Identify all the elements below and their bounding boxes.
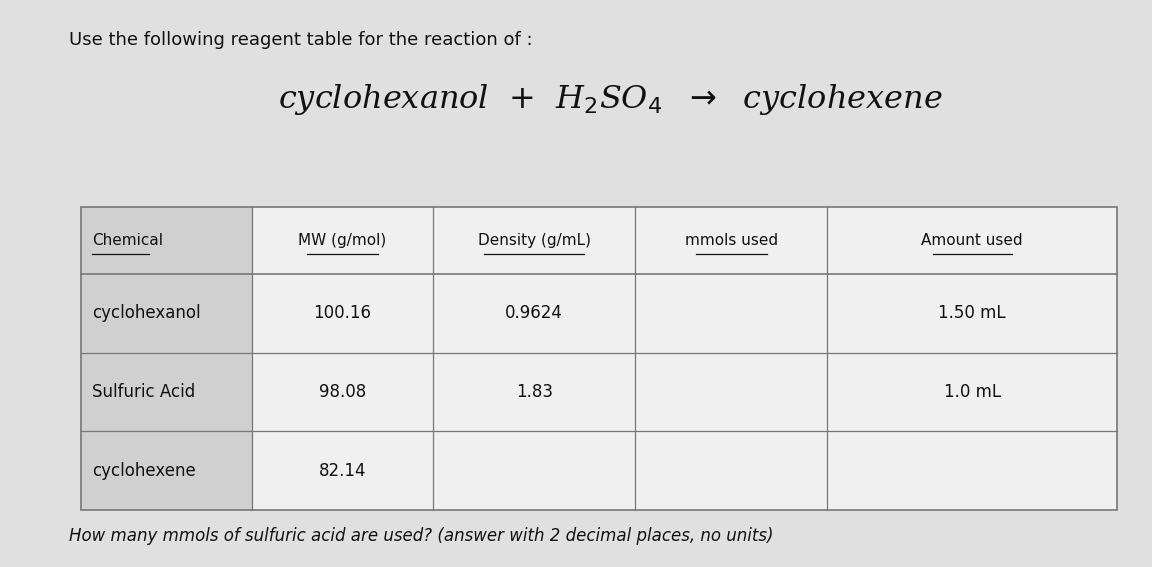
Text: cyclohexanol  $+$  H$_2$SO$_4$  $\rightarrow$  cyclohexene: cyclohexanol $+$ H$_2$SO$_4$ $\rightarro… xyxy=(278,82,943,117)
Text: How many mmols of sulfuric acid are used? (answer with 2 decimal places, no unit: How many mmols of sulfuric acid are used… xyxy=(69,527,774,545)
Bar xyxy=(251,207,433,274)
Bar xyxy=(827,274,1117,353)
Bar xyxy=(433,207,636,274)
Bar xyxy=(433,353,636,431)
Bar xyxy=(636,274,827,353)
Bar xyxy=(251,353,433,431)
Text: MW (g/mol): MW (g/mol) xyxy=(298,233,387,248)
Text: Sulfuric Acid: Sulfuric Acid xyxy=(92,383,196,401)
Text: 1.0 mL: 1.0 mL xyxy=(943,383,1001,401)
Bar xyxy=(827,207,1117,274)
Bar xyxy=(251,431,433,510)
Text: Amount used: Amount used xyxy=(922,233,1023,248)
Text: 82.14: 82.14 xyxy=(319,462,366,480)
Text: Chemical: Chemical xyxy=(92,233,164,248)
Bar xyxy=(81,431,251,510)
Text: 1.83: 1.83 xyxy=(516,383,553,401)
Bar xyxy=(433,274,636,353)
Text: mmols used: mmols used xyxy=(684,233,778,248)
Bar xyxy=(81,207,1117,510)
Bar xyxy=(636,353,827,431)
Bar xyxy=(636,431,827,510)
Bar xyxy=(433,431,636,510)
Text: 100.16: 100.16 xyxy=(313,304,371,322)
Bar xyxy=(827,431,1117,510)
Text: 98.08: 98.08 xyxy=(319,383,366,401)
Bar xyxy=(251,274,433,353)
Text: Use the following reagent table for the reaction of :: Use the following reagent table for the … xyxy=(69,31,532,49)
Text: cyclohexene: cyclohexene xyxy=(92,462,196,480)
Text: cyclohexanol: cyclohexanol xyxy=(92,304,200,322)
Bar xyxy=(81,207,251,274)
Text: Density (g/mL): Density (g/mL) xyxy=(478,233,591,248)
Text: 0.9624: 0.9624 xyxy=(506,304,563,322)
Bar xyxy=(81,353,251,431)
Bar xyxy=(81,274,251,353)
Bar xyxy=(636,207,827,274)
Text: 1.50 mL: 1.50 mL xyxy=(939,304,1006,322)
Bar xyxy=(827,353,1117,431)
